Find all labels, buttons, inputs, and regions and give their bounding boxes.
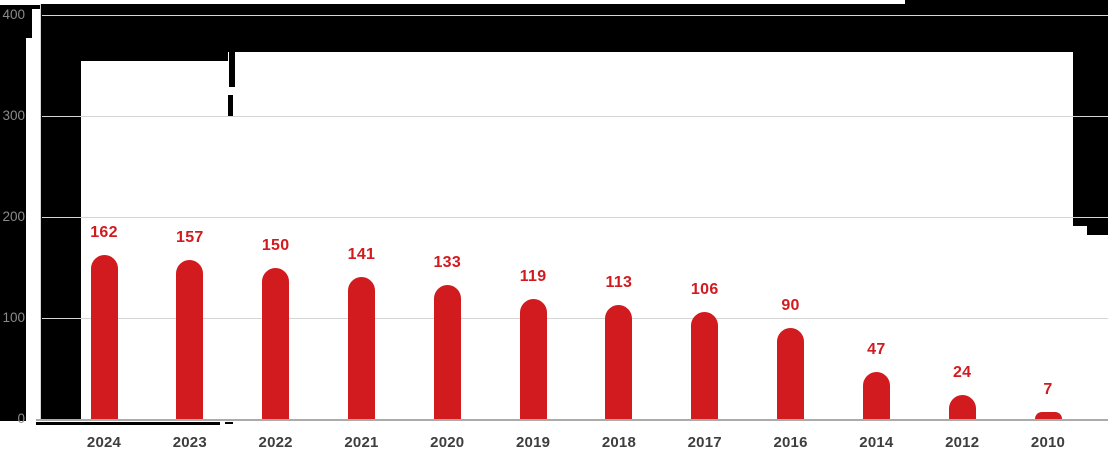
bar-value-label: 157 bbox=[176, 229, 204, 247]
redaction-block-top-right-ext bbox=[905, 0, 1108, 5]
gridline bbox=[42, 115, 1108, 117]
x-axis-line bbox=[36, 419, 1108, 421]
bar-value-label: 141 bbox=[347, 245, 376, 263]
y-axis-line bbox=[40, 4, 41, 419]
y-tick-label: 0 bbox=[17, 410, 25, 426]
y-tick-label: 200 bbox=[2, 208, 25, 224]
bar-2016 bbox=[777, 328, 805, 419]
x-tick-label: 2024 bbox=[86, 434, 122, 451]
bar-2021 bbox=[347, 276, 375, 419]
gridline bbox=[42, 317, 1108, 319]
y-tick-label: 100 bbox=[2, 309, 25, 325]
redaction-block-top-band bbox=[40, 4, 1108, 52]
bar-value-label: 90 bbox=[781, 297, 800, 315]
x-tick-label: 2017 bbox=[687, 434, 722, 451]
redaction-block-left-ext bbox=[26, 5, 32, 38]
redaction-block-right-step bbox=[1087, 224, 1108, 235]
bar-2010 bbox=[1034, 411, 1062, 419]
bar-2014 bbox=[862, 371, 890, 419]
bar-2017 bbox=[691, 311, 719, 419]
bar-2019 bbox=[519, 298, 547, 419]
bar-2020 bbox=[433, 284, 461, 419]
bar-value-label: 150 bbox=[261, 236, 290, 254]
bar-2023 bbox=[176, 260, 204, 419]
gridline bbox=[42, 14, 1108, 16]
bar-2022 bbox=[262, 267, 290, 419]
bar-2018 bbox=[605, 304, 633, 419]
redaction-block-left-strip bbox=[0, 5, 26, 421]
redaction-block-band-thick bbox=[40, 52, 228, 61]
bar-2024 bbox=[90, 255, 118, 419]
x-tick-label: 2014 bbox=[859, 434, 894, 451]
redaction-block-notch-bridge bbox=[32, 5, 40, 9]
bar-value-label: 47 bbox=[867, 340, 886, 358]
x-tick-label: 2023 bbox=[172, 434, 207, 451]
redaction-block-baseline-mark2 bbox=[225, 422, 233, 424]
x-tick-label: 2019 bbox=[516, 434, 551, 451]
bar-2012 bbox=[948, 394, 976, 419]
redaction-block-baseline-mark bbox=[36, 422, 220, 425]
bar-value-label: 162 bbox=[90, 224, 118, 242]
x-tick-label: 2021 bbox=[344, 434, 379, 451]
bar-value-label: 119 bbox=[519, 267, 547, 285]
y-tick-label: 400 bbox=[2, 6, 25, 22]
y-tick-label: 300 bbox=[2, 107, 25, 123]
redaction-block-right-column bbox=[1073, 0, 1108, 226]
gridline bbox=[42, 216, 1108, 218]
redaction-block-thin-bar-2 bbox=[228, 95, 233, 116]
bar-value-label: 133 bbox=[433, 253, 462, 271]
bar-value-label: 7 bbox=[1043, 380, 1053, 398]
bar-value-label: 106 bbox=[690, 280, 719, 298]
redaction-block-thin-bar-1 bbox=[229, 52, 235, 87]
x-tick-label: 2010 bbox=[1030, 434, 1066, 451]
x-tick-label: 2020 bbox=[430, 434, 465, 451]
x-tick-label: 2018 bbox=[601, 434, 636, 451]
x-tick-label: 2022 bbox=[258, 434, 293, 451]
x-tick-label: 2012 bbox=[945, 434, 980, 451]
redaction-block-axis-strip bbox=[40, 61, 81, 419]
bar-value-label: 113 bbox=[605, 273, 633, 291]
x-tick-label: 2016 bbox=[773, 434, 808, 451]
bar-value-label: 24 bbox=[952, 363, 972, 381]
